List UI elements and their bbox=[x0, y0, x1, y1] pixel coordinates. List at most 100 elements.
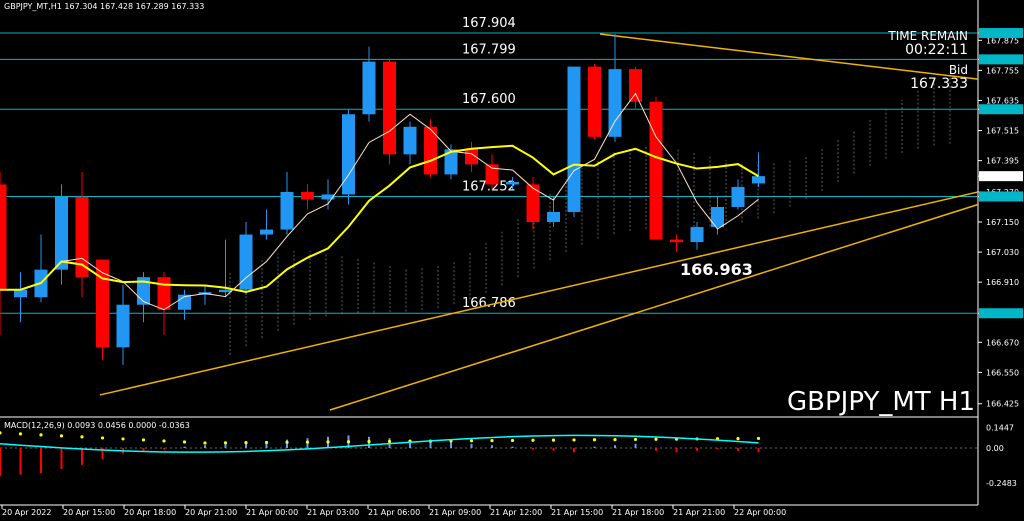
candle[interactable] bbox=[116, 304, 130, 348]
y-tick-label: 167.150 bbox=[986, 218, 1019, 227]
candle[interactable] bbox=[157, 277, 171, 310]
macd-tick-label: 0.1447 bbox=[986, 424, 1014, 433]
x-tick-label: 20 Apr 21:00 bbox=[185, 508, 237, 517]
x-tick-label: 21 Apr 15:00 bbox=[551, 508, 603, 517]
candle[interactable] bbox=[444, 149, 458, 175]
price-level-label: 167.799 bbox=[462, 42, 516, 57]
time-remain-value: 00:22:11 bbox=[905, 42, 968, 58]
macd-line bbox=[0, 434, 759, 453]
price-level-label: 167.600 bbox=[462, 92, 516, 107]
candle[interactable] bbox=[260, 229, 273, 235]
candle[interactable] bbox=[383, 61, 396, 155]
candle[interactable] bbox=[711, 206, 724, 228]
candle[interactable] bbox=[629, 69, 642, 102]
macd-signal-dot bbox=[0, 431, 2, 435]
candle[interactable] bbox=[75, 196, 89, 278]
macd-signal-dot bbox=[469, 439, 474, 443]
candle[interactable] bbox=[219, 289, 232, 293]
candle[interactable] bbox=[567, 66, 581, 212]
candle[interactable] bbox=[649, 101, 663, 240]
x-tick-label: 21 Apr 00:00 bbox=[246, 508, 298, 517]
price-level-marker bbox=[979, 28, 1023, 39]
macd-tick-label: 0.00 bbox=[986, 444, 1004, 453]
candle[interactable] bbox=[608, 69, 622, 137]
macd-signal-dot bbox=[387, 439, 392, 444]
macd-signal-dot bbox=[305, 440, 310, 444]
candle[interactable] bbox=[690, 227, 704, 243]
macd-signal-dot bbox=[141, 438, 146, 442]
y-tick-label: 167.755 bbox=[986, 66, 1019, 75]
candle[interactable] bbox=[752, 176, 765, 184]
x-tick-label: 21 Apr 21:00 bbox=[673, 508, 725, 517]
x-tick-label: 21 Apr 18:00 bbox=[612, 508, 664, 517]
macd-signal-dot bbox=[18, 432, 23, 436]
macd-signal-dot bbox=[162, 439, 166, 443]
price-level-label: 167.904 bbox=[462, 16, 516, 31]
y-tick-label: 167.030 bbox=[986, 248, 1019, 257]
macd-signal-dot bbox=[223, 441, 228, 445]
x-tick-label: 22 Apr 00:00 bbox=[734, 508, 786, 517]
bid-value: 167.333 bbox=[910, 76, 968, 92]
candle[interactable] bbox=[321, 194, 335, 200]
macd-signal-dot bbox=[182, 440, 187, 444]
macd-signal-dot bbox=[633, 437, 638, 442]
time-remain-label: TIME REMAIN bbox=[887, 29, 968, 43]
candle[interactable] bbox=[14, 289, 27, 298]
bid-price-marker bbox=[979, 171, 1023, 182]
candle[interactable] bbox=[526, 184, 540, 223]
candle[interactable] bbox=[301, 191, 314, 200]
y-tick-label: 167.875 bbox=[986, 36, 1019, 45]
macd-signal-dot bbox=[654, 437, 658, 441]
trend-line-upper[interactable] bbox=[599, 33, 979, 80]
candle[interactable] bbox=[239, 234, 253, 290]
trend-line-lower[interactable] bbox=[99, 191, 979, 396]
macd-signal-dot bbox=[39, 433, 43, 437]
x-tick-label: 21 Apr 06:00 bbox=[368, 508, 420, 517]
y-tick-label: 166.550 bbox=[986, 368, 1019, 377]
candle[interactable] bbox=[0, 184, 7, 290]
macd-signal-dot bbox=[59, 434, 64, 438]
macd-label: MACD(12,26,9) 0.0093 0.0456 0.0000 -0.03… bbox=[4, 421, 190, 430]
candle[interactable] bbox=[485, 164, 499, 185]
macd-signal-dot bbox=[510, 438, 515, 443]
macd-signal-dot bbox=[326, 440, 330, 444]
candle[interactable] bbox=[588, 66, 601, 137]
candle[interactable] bbox=[55, 196, 68, 270]
y-tick-label: 166.670 bbox=[986, 338, 1019, 347]
y-tick-label: 167.635 bbox=[986, 96, 1019, 105]
macd-signal-dot bbox=[121, 437, 125, 441]
macd-signal-dot bbox=[285, 440, 289, 444]
macd-signal-dot bbox=[346, 440, 351, 444]
slow-ma-line bbox=[0, 144, 760, 293]
candle[interactable] bbox=[342, 114, 355, 195]
price-level-marker bbox=[979, 54, 1023, 65]
macd-tick-label: -0.2483 bbox=[986, 479, 1017, 488]
x-tick-label: 21 Apr 09:00 bbox=[429, 508, 481, 517]
macd-signal-dot bbox=[203, 441, 207, 445]
candle[interactable] bbox=[280, 191, 294, 230]
x-tick-label: 21 Apr 03:00 bbox=[307, 508, 359, 517]
macd-signal-dot bbox=[80, 435, 84, 439]
macd-signal-dot bbox=[244, 441, 248, 445]
y-tick-label: 166.425 bbox=[986, 400, 1019, 409]
candle[interactable] bbox=[731, 186, 745, 207]
candle[interactable] bbox=[403, 126, 417, 155]
x-tick-label: 20 Apr 15:00 bbox=[63, 508, 115, 517]
candle[interactable] bbox=[362, 61, 376, 115]
macd-signal-dot bbox=[756, 436, 761, 441]
candle[interactable] bbox=[506, 181, 519, 185]
highlight-level-label: 166.963 bbox=[680, 260, 753, 279]
candle[interactable] bbox=[670, 239, 683, 243]
x-tick-label: 20 Apr 2022 bbox=[2, 508, 51, 517]
price-level-marker bbox=[979, 308, 1023, 319]
y-tick-label: 166.910 bbox=[986, 278, 1019, 287]
candle[interactable] bbox=[547, 211, 560, 223]
trend-line-lower-2[interactable] bbox=[329, 203, 979, 411]
candle[interactable] bbox=[96, 259, 109, 348]
macd-signal-dot bbox=[367, 440, 371, 444]
macd-signal-dot bbox=[572, 438, 576, 442]
x-tick-label: 20 Apr 18:00 bbox=[124, 508, 176, 517]
chart-header: GBPJPY_MT,H1 167.304 167.428 167.289 167… bbox=[4, 2, 204, 11]
